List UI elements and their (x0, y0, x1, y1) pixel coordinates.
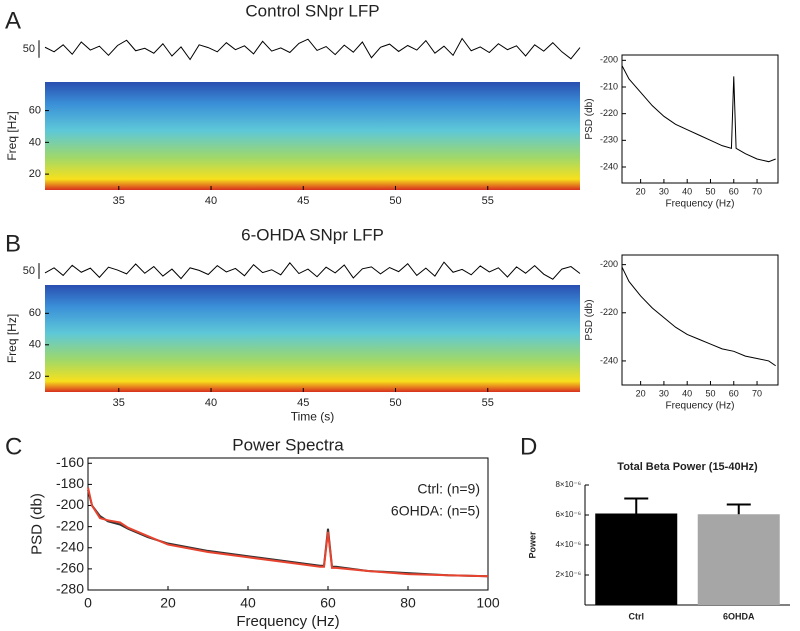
y-tick-label: 4×10⁻⁶ (555, 540, 581, 549)
psd-line (621, 65, 776, 163)
x-axis-label: Time (s) (291, 409, 335, 423)
panel-letter: D (520, 433, 537, 460)
x-tick-label: Ctrl (629, 611, 645, 621)
y-tick-label: -240 (600, 355, 618, 365)
y-tick-label: 40 (29, 339, 41, 351)
psd-line (87, 487, 489, 578)
x-tick-label: 40 (240, 595, 256, 611)
y-tick-label: 2×10⁻⁶ (555, 570, 581, 579)
x-tick-label: 55 (482, 195, 494, 207)
error-bar (726, 503, 751, 515)
x-tick-label: 20 (636, 186, 646, 196)
lfp-trace (44, 261, 581, 280)
x-tick-label: 40 (205, 397, 217, 409)
x-tick-label: 50 (389, 397, 401, 409)
y-tick-label: 8×10⁻⁶ (555, 480, 581, 489)
y-tick-label: -210 (600, 81, 618, 91)
spectrogram (45, 82, 580, 190)
x-axis-label: Frequency (Hz) (666, 400, 735, 411)
y-axis-label: Freq [Hz] (5, 111, 19, 160)
panel-letter: C (5, 433, 22, 460)
y-tick-label: 40 (29, 136, 41, 148)
x-tick-label: 70 (752, 388, 762, 398)
y-tick-label: 20 (29, 370, 41, 382)
x-tick-label: 0 (84, 595, 92, 611)
x-tick-label: 30 (659, 388, 669, 398)
bar (697, 514, 780, 605)
y-tick-label: -180 (56, 475, 84, 491)
x-tick-label: 60 (729, 388, 739, 398)
x-tick-label: 100 (476, 595, 500, 611)
lfp-trace (44, 37, 581, 61)
y-tick-label: 20 (29, 168, 41, 180)
chart-title: Control SNpr LFP (245, 1, 379, 20)
bar (595, 513, 678, 605)
x-tick-label: 45 (297, 397, 309, 409)
y-tick-label: -280 (56, 581, 84, 597)
x-tick-label: 80 (400, 595, 416, 611)
y-tick-label: -220 (56, 517, 84, 533)
y-tick-label: -240 (600, 161, 618, 171)
y-axis-label: PSD (db) (584, 98, 595, 139)
scale-bar-label: 50 (23, 265, 35, 277)
y-axis-label: PSD (db) (584, 299, 595, 340)
x-tick-label: 40 (682, 186, 692, 196)
x-axis-label: Frequency (Hz) (236, 613, 339, 630)
y-tick-label: -230 (600, 135, 618, 145)
x-tick-label: 50 (389, 195, 401, 207)
x-tick-label: 20 (160, 595, 176, 611)
x-tick-label: 40 (205, 195, 217, 207)
x-tick-label: 50 (705, 186, 715, 196)
x-tick-label: 60 (729, 186, 739, 196)
spectrogram (45, 285, 580, 392)
y-axis-label: PSD (db) (29, 493, 46, 555)
y-tick-label: 60 (29, 104, 41, 116)
panel-letter: B (5, 230, 21, 257)
y-tick-label: 6×10⁻⁶ (555, 510, 581, 519)
legend-entry: Ctrl: (n=9) (417, 481, 480, 497)
x-tick-label: 35 (113, 195, 125, 207)
panel-letter: A (5, 7, 21, 34)
x-tick-label: 20 (636, 388, 646, 398)
y-tick-label: -200 (600, 259, 618, 269)
scale-bar-label: 50 (23, 43, 35, 55)
x-tick-label: 55 (482, 397, 494, 409)
y-tick-label: -260 (56, 560, 84, 576)
y-axis-label: Freq [Hz] (5, 314, 19, 363)
x-tick-label: 6OHDA (723, 611, 755, 621)
y-tick-label: -220 (600, 307, 618, 317)
y-axis-label: Power (527, 531, 537, 559)
y-tick-label: -240 (56, 538, 84, 554)
x-tick-label: 30 (659, 186, 669, 196)
x-tick-label: 50 (705, 388, 715, 398)
error-bar (624, 497, 649, 514)
x-tick-label: 60 (320, 595, 336, 611)
x-tick-label: 70 (752, 186, 762, 196)
x-axis-label: Frequency (Hz) (666, 198, 735, 209)
psd-line (621, 266, 776, 367)
chart-title: Power Spectra (232, 435, 344, 454)
y-tick-label: 60 (29, 307, 41, 319)
plot-frame (621, 54, 779, 184)
plot-frame (621, 254, 779, 386)
chart-title: Total Beta Power (15-40Hz) (617, 461, 758, 473)
legend-entry: 6OHDA: (n=5) (391, 503, 480, 519)
y-tick-label: -220 (600, 108, 618, 118)
y-tick-label: -200 (600, 55, 618, 65)
x-tick-label: 40 (682, 388, 692, 398)
chart-title: 6-OHDA SNpr LFP (241, 225, 384, 244)
y-tick-label: -200 (56, 496, 84, 512)
x-tick-label: 45 (297, 195, 309, 207)
x-tick-label: 35 (113, 397, 125, 409)
plot-frame (87, 457, 489, 591)
y-tick-label: -160 (56, 454, 84, 470)
